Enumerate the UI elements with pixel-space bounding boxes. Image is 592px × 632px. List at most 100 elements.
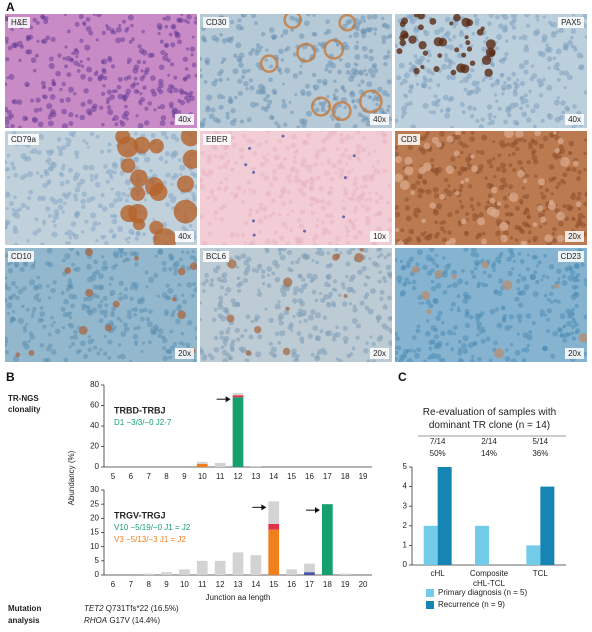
cell (73, 47, 79, 53)
cell (348, 75, 355, 82)
cell (117, 225, 124, 233)
cell (290, 329, 294, 333)
cell (28, 331, 33, 336)
cell (123, 76, 129, 81)
cell (562, 180, 567, 185)
stained-cell (481, 55, 492, 66)
stained-cell (560, 156, 570, 167)
cell (39, 242, 45, 245)
cell (15, 295, 20, 301)
cell (404, 277, 410, 282)
cell (223, 335, 230, 342)
cell (255, 269, 260, 273)
cell (64, 45, 68, 49)
cell (295, 237, 301, 243)
cell (123, 251, 128, 256)
cell (126, 257, 131, 262)
cell (28, 189, 34, 195)
cell (11, 165, 17, 171)
cell (274, 276, 281, 283)
cell (407, 281, 412, 285)
cell (11, 99, 16, 104)
cell (288, 199, 293, 205)
cell (381, 90, 388, 96)
cell (577, 207, 581, 211)
cell (137, 44, 142, 49)
cell (117, 248, 124, 255)
cell (476, 326, 482, 331)
cell (365, 215, 371, 222)
cell (46, 103, 53, 110)
cell (461, 142, 467, 148)
y-axis-label: Abundancy (%) (67, 450, 76, 505)
stained-cell (310, 96, 332, 117)
cell (128, 39, 133, 44)
stained-cell (481, 261, 489, 269)
stained-cell (399, 39, 406, 46)
cell (426, 319, 430, 323)
cell (145, 285, 149, 289)
cell (395, 258, 398, 262)
stained-cell (485, 39, 496, 50)
cell (566, 74, 573, 81)
cell (464, 312, 470, 318)
cell (170, 121, 174, 125)
cell (510, 14, 517, 19)
cell (47, 332, 52, 337)
cell (119, 353, 126, 360)
stained-cell (481, 238, 488, 245)
cell (248, 188, 252, 192)
arrow-head (261, 504, 267, 511)
cell (352, 234, 359, 240)
cell (412, 285, 417, 291)
cell (444, 44, 450, 49)
cell (88, 30, 94, 36)
cell (136, 82, 140, 86)
cell (10, 27, 14, 32)
cell (86, 57, 91, 61)
cell (450, 156, 456, 162)
cell (160, 131, 167, 137)
cell (150, 132, 156, 139)
cell (341, 285, 346, 290)
cell (478, 163, 484, 170)
cell (272, 175, 278, 182)
cell (64, 241, 69, 245)
cell (136, 59, 142, 65)
cell (335, 357, 339, 361)
cell (324, 213, 330, 219)
cell (353, 44, 360, 51)
cell (315, 312, 322, 319)
cell (185, 250, 190, 255)
cell (353, 31, 360, 38)
texture (5, 14, 197, 128)
cell (142, 153, 147, 157)
cell (224, 292, 228, 297)
cell (335, 236, 341, 242)
cell (584, 193, 587, 198)
cell (340, 85, 345, 90)
cell (528, 330, 533, 335)
cell (559, 70, 565, 76)
stained-cell (437, 53, 443, 58)
x-tick-label: 6 (111, 580, 116, 589)
cell (311, 258, 315, 263)
cell (14, 242, 18, 245)
cell (326, 95, 330, 99)
bar-segment (214, 462, 226, 467)
cell (148, 309, 153, 315)
bar-segment (321, 504, 333, 575)
cell (557, 277, 561, 281)
cell (470, 354, 475, 359)
cell (137, 122, 144, 128)
cell (177, 39, 182, 45)
cell (376, 159, 380, 164)
cell (84, 44, 91, 51)
cell (462, 76, 469, 84)
cell (452, 332, 457, 336)
cell (300, 162, 305, 168)
cell (354, 205, 358, 210)
cell (6, 167, 11, 171)
cell (313, 233, 320, 240)
cell (10, 316, 15, 321)
